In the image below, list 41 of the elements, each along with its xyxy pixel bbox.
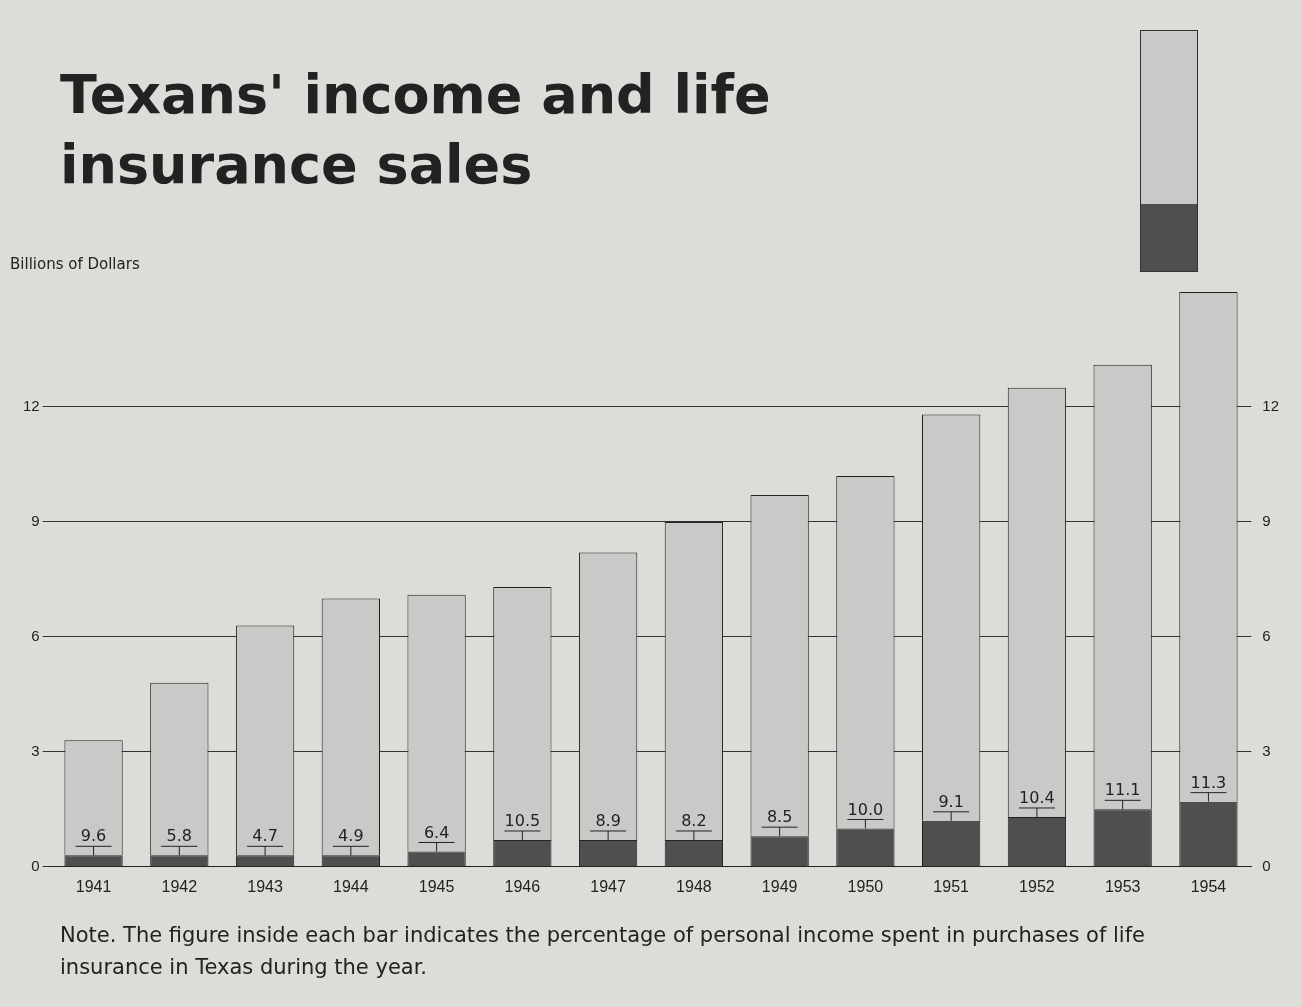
x-tick-label: 1950	[847, 877, 884, 895]
annotation: 11.3	[1190, 772, 1227, 792]
y-tick-label: 9	[31, 512, 40, 530]
x-tick-label: 1948	[676, 877, 712, 895]
annotation: 9.1	[938, 791, 964, 811]
annotation: 4.7	[252, 826, 278, 846]
text: Note. The figure inside each bar indicates the percentage of personal income spent in purchases of life insurance in Texas during the year.	[60, 922, 1146, 981]
x-tick-label: 1953	[1104, 877, 1141, 895]
annotation: 11.1	[1104, 780, 1141, 800]
x-tick-label: 1947	[590, 877, 627, 895]
y2-tick-label: 3	[1262, 741, 1271, 759]
annotation: 6.4	[423, 822, 450, 842]
x-tick-label: 1949	[761, 877, 798, 895]
annotation: 10.5	[504, 811, 541, 831]
y2-tick-label: 6	[1262, 627, 1271, 645]
annotation: 10.0	[847, 799, 884, 819]
y-axis-title: Billions of Dollars	[10, 255, 140, 273]
y-tick-label: 0	[31, 856, 40, 874]
annotation: 10.4	[1019, 788, 1055, 808]
y2-tick-label: 0	[1262, 856, 1271, 874]
x-tick-label: 1945	[418, 877, 455, 895]
y-tick-label: 6	[31, 627, 40, 645]
annotation: 8.5	[766, 807, 793, 827]
x-tick-label: 1941	[75, 877, 112, 895]
x-tick-label: 1944	[333, 877, 369, 895]
annotation: 8.2	[681, 811, 707, 831]
x-tick-label: 1951	[933, 877, 970, 895]
x-tick-label: 1954	[1190, 877, 1227, 895]
annotation: 4.9	[338, 826, 364, 846]
x-tick-label: 1943	[247, 877, 283, 895]
x-tick-label: 1952	[1019, 877, 1055, 895]
y2-tick-label: 9	[1262, 512, 1271, 530]
y2-tick-label: 12	[1262, 397, 1279, 415]
annotation: 5.8	[166, 826, 193, 846]
y-tick-label: 12	[23, 397, 40, 415]
x-tick-label: 1942	[161, 877, 198, 895]
annotation: 9.6	[80, 826, 107, 846]
chart-title: Texans' income and life insurance sales	[60, 62, 772, 199]
y-tick-label: 3	[31, 741, 40, 759]
annotation: 8.9	[595, 811, 621, 831]
x-tick-label: 1946	[504, 877, 541, 895]
